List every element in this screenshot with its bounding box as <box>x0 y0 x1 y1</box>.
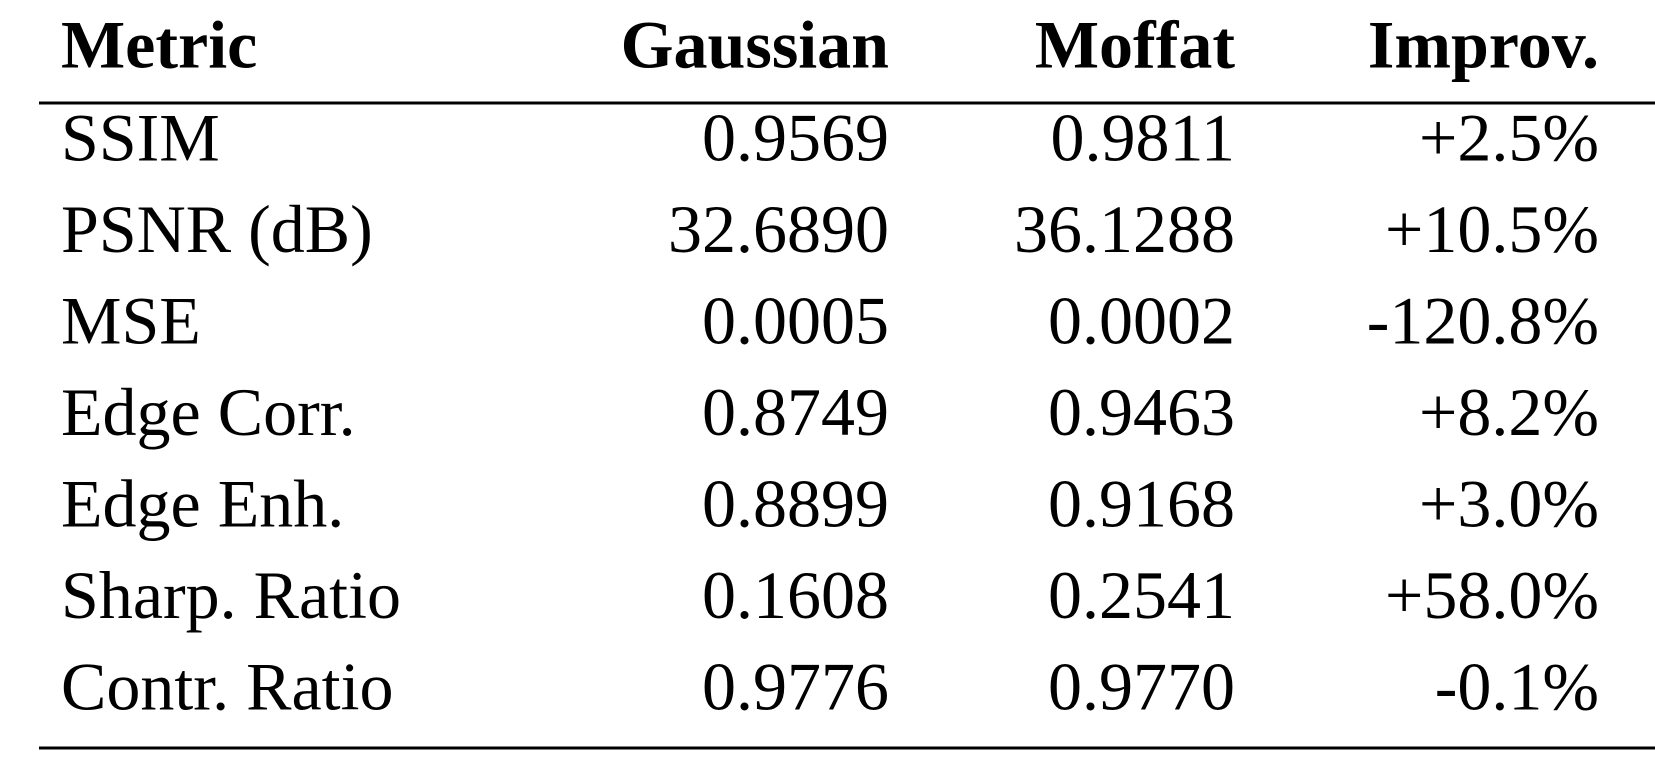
row-label: PSNR (dB) <box>61 191 373 267</box>
cell: 0.8749 <box>702 374 889 450</box>
cell: +58.0% <box>1385 557 1599 633</box>
cell: -0.1% <box>1435 649 1599 725</box>
row-label: Contr. Ratio <box>61 649 393 725</box>
cell: 36.1288 <box>1014 191 1235 267</box>
cell: +8.2% <box>1419 374 1599 450</box>
cell: 0.1608 <box>702 557 889 633</box>
column-header: Gaussian <box>621 7 889 83</box>
column-header: Metric <box>61 7 257 83</box>
row-label: MSE <box>61 283 201 359</box>
cell: -120.8% <box>1367 283 1599 359</box>
cell: +2.5% <box>1419 100 1599 176</box>
row-label: Edge Enh. <box>61 466 344 542</box>
column-header: Moffat <box>1035 7 1235 83</box>
cell: 32.6890 <box>668 191 889 267</box>
cell: 0.9569 <box>702 100 889 176</box>
cell: +3.0% <box>1419 466 1599 542</box>
cell: 0.2541 <box>1048 557 1235 633</box>
column-header: Improv. <box>1368 7 1599 83</box>
row-label: Sharp. Ratio <box>61 557 401 633</box>
cell: 0.9776 <box>702 649 889 725</box>
cell: 0.9463 <box>1048 374 1235 450</box>
cell: +10.5% <box>1385 191 1599 267</box>
row-label: SSIM <box>61 100 220 176</box>
cell: 0.9770 <box>1048 649 1235 725</box>
cell: 0.0002 <box>1048 283 1235 359</box>
cell: 0.8899 <box>702 466 889 542</box>
cell: 0.9168 <box>1048 466 1235 542</box>
cell: 0.0005 <box>702 283 889 359</box>
cell: 0.9811 <box>1051 100 1235 176</box>
row-label: Edge Corr. <box>61 374 356 450</box>
